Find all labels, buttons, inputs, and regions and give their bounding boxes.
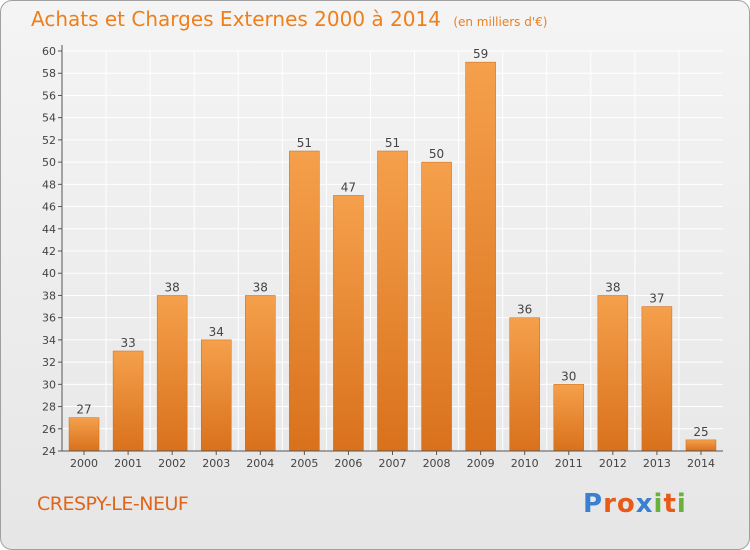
y-tick-label: 50 <box>42 156 56 169</box>
y-tick-label: 38 <box>42 289 56 302</box>
y-tick-label: 56 <box>42 89 56 102</box>
data-labels: 27 33 38 34 38 51 47 51 50 59 36 30 38 37 25 <box>76 47 708 439</box>
y-tick-label: 58 <box>42 67 56 80</box>
bar <box>685 439 717 452</box>
bar <box>112 350 144 452</box>
y-tick-label: 52 <box>42 134 56 147</box>
bar <box>465 61 496 452</box>
logo-letter: r <box>603 489 617 519</box>
bar <box>509 317 540 452</box>
x-tick-label: 2009 <box>467 457 495 470</box>
data-label: 59 <box>473 47 488 61</box>
bar <box>68 417 100 452</box>
logo-letter: x <box>635 489 654 519</box>
x-tick-label: 2008 <box>423 457 451 470</box>
y-tick-label: 36 <box>42 312 56 325</box>
x-tick-label: 2010 <box>511 457 539 470</box>
logo-letter: t <box>663 489 677 519</box>
x-tick-label: 2000 <box>70 457 98 470</box>
bar <box>333 195 364 452</box>
y-tick-label: 40 <box>42 267 56 280</box>
bars <box>68 61 717 452</box>
x-tick-label: 2006 <box>334 457 362 470</box>
bar <box>156 295 188 452</box>
data-label: 34 <box>209 325 224 339</box>
data-label: 27 <box>76 403 91 417</box>
logo-letter: i <box>676 489 687 519</box>
logo-letter: o <box>616 489 636 519</box>
data-label: 25 <box>693 425 708 439</box>
x-tick-label: 2011 <box>555 457 583 470</box>
y-tick-label: 48 <box>42 178 56 191</box>
data-label: 33 <box>120 336 135 350</box>
y-tick-label: 26 <box>42 423 56 436</box>
y-tick-label: 60 <box>42 45 56 58</box>
data-label: 38 <box>165 280 180 294</box>
bar <box>200 339 232 452</box>
y-tick-label: 46 <box>42 201 56 214</box>
x-tick-label: 2014 <box>687 457 715 470</box>
bar <box>245 295 276 452</box>
bar <box>641 306 673 452</box>
x-tick-label: 2005 <box>290 457 318 470</box>
bar <box>421 161 452 452</box>
x-tick-label: 2004 <box>246 457 274 470</box>
y-tick-label: 28 <box>42 401 56 414</box>
x-tick-label: 2007 <box>379 457 407 470</box>
y-tick-label: 24 <box>42 445 56 458</box>
data-label: 50 <box>429 147 444 161</box>
y-tick-label: 42 <box>42 245 56 258</box>
town-name: CRESPY-LE-NEUF <box>37 493 189 515</box>
y-tick-label: 44 <box>42 223 56 236</box>
axes: 24 26 28 30 32 34 36 38 40 42 44 46 48 50 52 54 56 58 60 20… <box>42 45 723 470</box>
bar <box>597 295 629 452</box>
bar <box>289 150 320 452</box>
logo-letter: i <box>653 489 664 519</box>
bar <box>377 150 408 452</box>
data-label: 37 <box>649 292 664 306</box>
x-tick-label: 2012 <box>599 457 627 470</box>
data-label: 51 <box>385 136 400 150</box>
y-tick-label: 34 <box>42 334 56 347</box>
bar <box>553 384 585 452</box>
y-tick-label: 32 <box>42 356 56 369</box>
y-tick-label: 54 <box>42 112 56 125</box>
data-label: 38 <box>253 280 268 294</box>
chart-title-text: Achats et Charges Externes 2000 à 2014 <box>31 7 441 31</box>
data-label: 38 <box>605 280 620 294</box>
data-label: 30 <box>561 369 576 383</box>
logo-letter: P <box>583 489 604 519</box>
x-tick-label: 2002 <box>158 457 186 470</box>
y-tick-label: 30 <box>42 378 56 391</box>
chart-title: Achats et Charges Externes 2000 à 2014 (… <box>31 7 547 31</box>
x-tick-label: 2013 <box>643 457 671 470</box>
x-tick-label: 2001 <box>114 457 142 470</box>
x-tick-label: 2003 <box>202 457 230 470</box>
chart-unit: (en milliers d'€) <box>453 15 548 29</box>
proxiti-logo: Proxiti <box>583 489 687 519</box>
data-label: 47 <box>341 180 356 194</box>
data-label: 51 <box>297 136 312 150</box>
data-label: 36 <box>517 303 532 317</box>
